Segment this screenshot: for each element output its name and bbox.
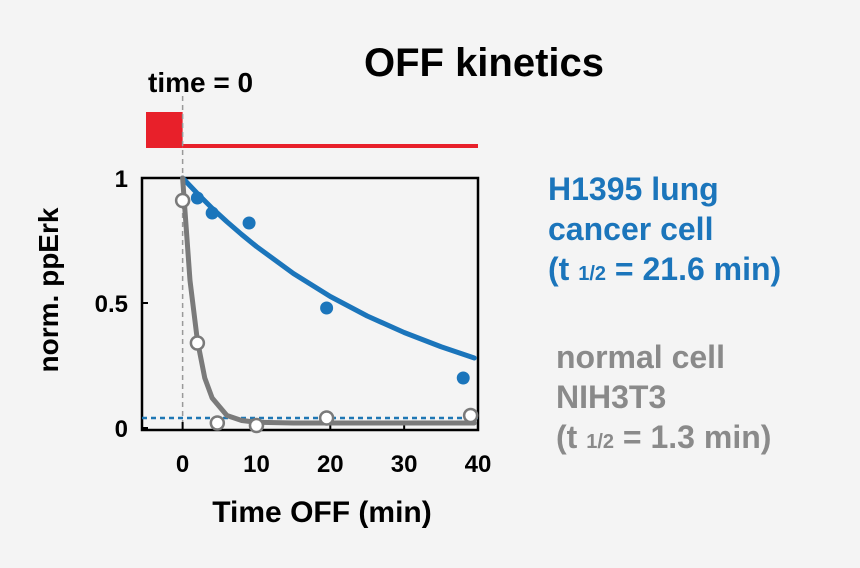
fit-curve [180, 175, 477, 361]
data-point [209, 415, 226, 431]
label-part: cancer cell [548, 211, 713, 247]
x-tick-label: 40 [465, 451, 492, 478]
label-part: (t [548, 251, 578, 287]
series-label: NIH3T3 [556, 379, 666, 415]
stimulus-block [146, 112, 183, 148]
series-label: (t 1/2 = 21.6 min) [548, 251, 781, 287]
data-point [320, 301, 334, 315]
y-tick-label: 1 [115, 166, 128, 193]
label-part: NIH3T3 [556, 379, 666, 415]
x-tick-label: 10 [243, 451, 270, 478]
series-label: H1395 lung [548, 171, 719, 207]
annotation: time = 0 [148, 67, 253, 98]
data-point [456, 371, 470, 385]
label-part: 1/2 [586, 431, 614, 453]
x-axis-label: Time OFF (min) [212, 496, 431, 529]
label-part: = 21.6 min) [606, 251, 781, 287]
data-point [462, 407, 479, 424]
label-part: = 1.3 min) [614, 419, 771, 455]
series-label: normal cell [556, 339, 725, 375]
x-tick-label: 0 [176, 451, 189, 478]
label-part: normal cell [556, 339, 725, 375]
label-part: (t [556, 419, 586, 455]
series-label: cancer cell [548, 211, 713, 247]
data-point [248, 417, 265, 434]
series-label: (t 1/2 = 1.3 min) [556, 419, 771, 455]
x-tick-label: 20 [317, 451, 344, 478]
label-part: 1/2 [578, 263, 606, 285]
label-part: H1395 lung [548, 171, 719, 207]
y-tick-label: 0.5 [95, 291, 128, 318]
data-point [242, 216, 256, 230]
y-tick-label: 0 [115, 416, 128, 443]
data-point [190, 191, 204, 205]
data-point [189, 335, 206, 351]
data-point [318, 410, 335, 426]
x-tick-label: 30 [391, 451, 418, 478]
data-point [205, 206, 219, 220]
y-axis-label: norm. ppErk [33, 207, 64, 372]
data-point [174, 192, 191, 209]
fit-curve [180, 175, 477, 426]
chart-title: OFF kinetics [364, 41, 604, 85]
